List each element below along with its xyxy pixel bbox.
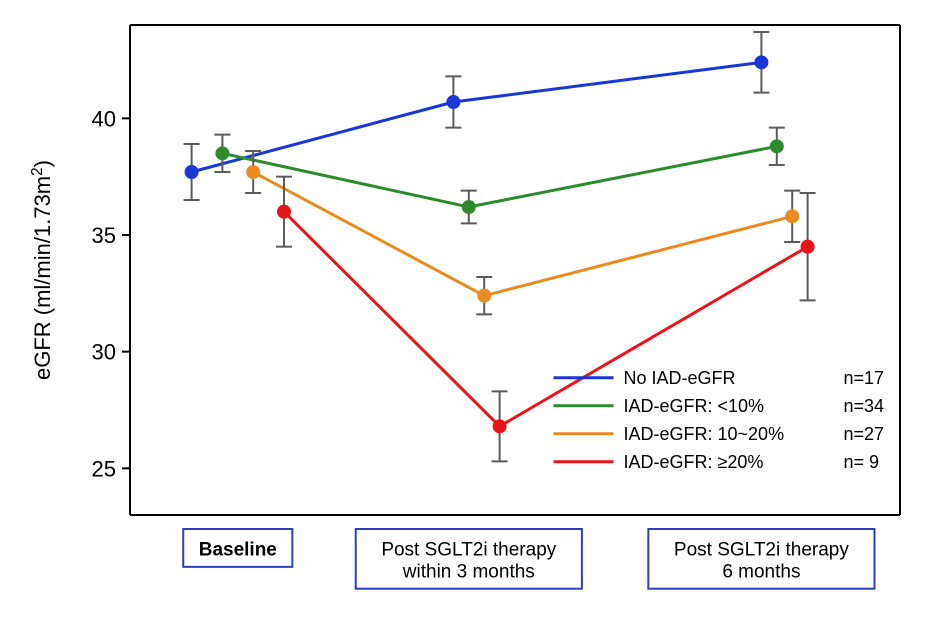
legend-n: n= 9 bbox=[844, 452, 880, 472]
chart-svg: 25 30 35 40 eGFR (ml/min/1.73m2) Baseline Post… bbox=[0, 0, 945, 618]
series-marker bbox=[770, 139, 784, 153]
legend-label: IAD-eGFR: <10% bbox=[624, 396, 765, 416]
legend-n: n=27 bbox=[844, 424, 885, 444]
legend-n: n=17 bbox=[844, 368, 885, 388]
series-marker bbox=[493, 419, 507, 433]
series-marker bbox=[754, 55, 768, 69]
egfr-line-chart: 25 30 35 40 eGFR (ml/min/1.73m2) Baseline Post… bbox=[0, 0, 945, 618]
series-marker bbox=[446, 95, 460, 109]
series-marker bbox=[785, 209, 799, 223]
y-tick-label: 30 bbox=[92, 340, 116, 365]
x-label-text: 6 months bbox=[722, 561, 800, 582]
series-marker bbox=[277, 205, 291, 219]
x-label-text: Baseline bbox=[199, 540, 277, 561]
y-tick-label: 40 bbox=[92, 106, 116, 131]
legend-label: IAD-eGFR: 10~20% bbox=[624, 424, 785, 444]
y-axis-label: eGFR (ml/min/1.73m2) bbox=[29, 160, 56, 380]
legend-n: n=34 bbox=[844, 396, 885, 416]
legend-label: No IAD-eGFR bbox=[624, 368, 736, 388]
x-label-text: Post SGLT2i therapy bbox=[381, 540, 556, 561]
series-marker bbox=[477, 289, 491, 303]
y-tick-label: 35 bbox=[92, 223, 116, 248]
series-marker bbox=[215, 146, 229, 160]
legend-label: IAD-eGFR: ≥20% bbox=[624, 452, 764, 472]
x-label-text: Post SGLT2i therapy bbox=[674, 540, 849, 561]
series-marker bbox=[185, 165, 199, 179]
x-label-text: within 3 months bbox=[402, 561, 535, 582]
series-marker bbox=[246, 165, 260, 179]
y-tick-label: 25 bbox=[92, 456, 116, 481]
series-marker bbox=[462, 200, 476, 214]
series-marker bbox=[801, 240, 815, 254]
